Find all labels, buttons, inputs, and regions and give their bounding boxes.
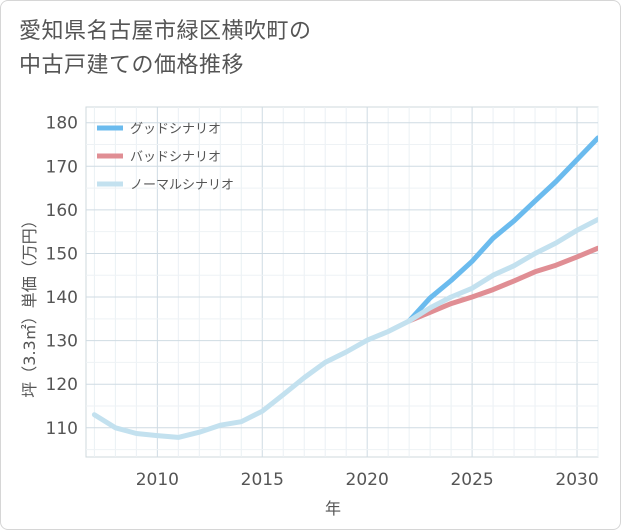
y-tick-labels: 110 120 130 140 150 160 170 180: [46, 114, 78, 439]
normal-scenario-line: [91, 217, 598, 440]
vertical-gridlines: [93, 107, 599, 457]
good-scenario-line: [406, 135, 598, 324]
y-tick-label: 110: [46, 419, 78, 439]
y-tick-label: 120: [46, 375, 78, 395]
chart-title-line-2: 中古戸建ての価格推移: [19, 53, 245, 78]
y-tick-label: 150: [46, 244, 78, 264]
chart-title: 愛知県名古屋市緑区横吹町の 中古戸建ての価格推移: [19, 15, 312, 83]
chart-title-line-1: 愛知県名古屋市緑区横吹町の: [19, 19, 312, 44]
normal-scenario-legend-label: ノーマルシナリオ: [130, 178, 234, 193]
x-tick-label: 2015: [241, 470, 284, 490]
x-tick-labels: 2010 2015 2020 2025 2030: [136, 470, 599, 490]
x-tick-label: 2030: [555, 470, 598, 490]
series-lines: [91, 135, 598, 440]
bad-scenario-legend-label: バッドシナリオ: [130, 150, 221, 165]
y-tick-label: 170: [46, 157, 78, 177]
y-tick-label: 160: [46, 201, 78, 221]
horizontal-gridlines: [86, 122, 598, 451]
x-tick-label: 2010: [136, 470, 179, 490]
y-tick-label: 180: [46, 114, 78, 134]
y-tick-label: 140: [46, 288, 78, 308]
bad-scenario-line: [406, 245, 598, 324]
y-tick-label: 130: [46, 332, 78, 352]
good-scenario-legend-label: グッドシナリオ: [130, 122, 221, 137]
x-axis-title: 年: [325, 499, 341, 518]
x-tick-label: 2020: [346, 470, 389, 490]
x-tick-label: 2025: [450, 470, 493, 490]
y-axis-title: 坪（3.3㎡）単価（万円）: [20, 212, 39, 397]
